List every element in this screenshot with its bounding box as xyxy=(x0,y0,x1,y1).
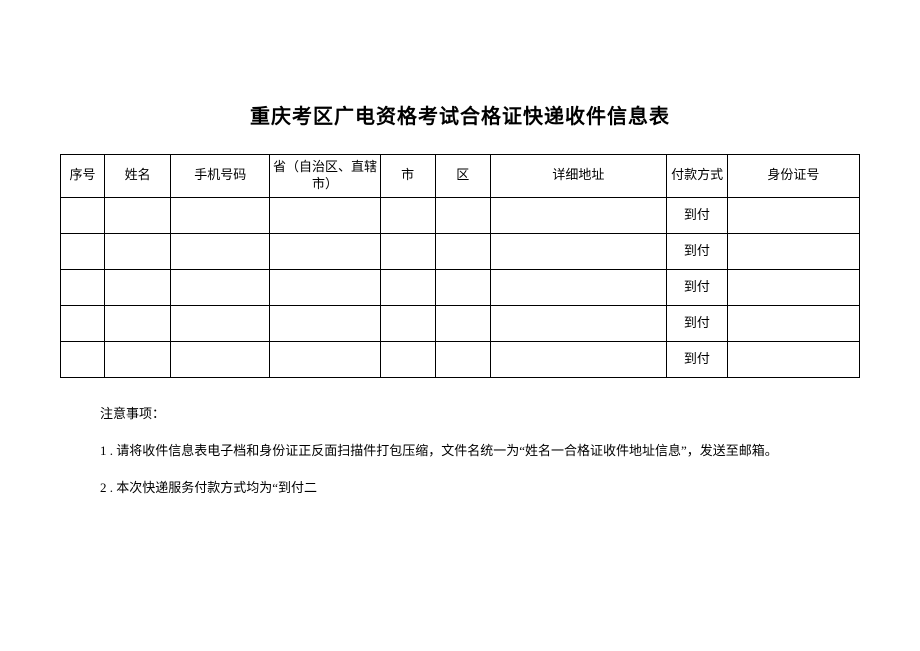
cell-pay: 到付 xyxy=(667,269,728,305)
notes-section: 注意事项： 1 . 请将收件信息表电子档和身份证正反面扫描件打包压缩，文件名统一… xyxy=(100,398,860,504)
cell-pay: 到付 xyxy=(667,197,728,233)
cell-name xyxy=(105,305,171,341)
cell-id xyxy=(727,341,859,377)
cell-pay: 到付 xyxy=(667,233,728,269)
col-header-dist: 区 xyxy=(435,155,490,198)
cell-id xyxy=(727,305,859,341)
table-header-row: 序号 姓名 手机号码 省（自治区、直辖市） 市 区 详细地址 付款方式 身份证号 xyxy=(61,155,860,198)
cell-dist xyxy=(435,341,490,377)
table-row: 到付 xyxy=(61,269,860,305)
cell-pay: 到付 xyxy=(667,341,728,377)
cell-dist xyxy=(435,305,490,341)
cell-name xyxy=(105,233,171,269)
cell-name xyxy=(105,197,171,233)
cell-dist xyxy=(435,233,490,269)
cell-id xyxy=(727,233,859,269)
cell-city xyxy=(380,269,435,305)
col-header-id: 身份证号 xyxy=(727,155,859,198)
col-header-prov: 省（自治区、直辖市） xyxy=(270,155,380,198)
info-table: 序号 姓名 手机号码 省（自治区、直辖市） 市 区 详细地址 付款方式 身份证号 xyxy=(60,154,860,378)
cell-city xyxy=(380,233,435,269)
table-row: 到付 xyxy=(61,305,860,341)
cell-seq xyxy=(61,341,105,377)
cell-addr xyxy=(490,233,666,269)
document-page: 重庆考区广电资格考试合格证快递收件信息表 序号 姓名 手机号码 省（自治区、直辖… xyxy=(0,0,920,549)
col-header-seq: 序号 xyxy=(61,155,105,198)
table-row: 到付 xyxy=(61,233,860,269)
cell-phone xyxy=(171,305,270,341)
col-header-pay: 付款方式 xyxy=(667,155,728,198)
cell-city xyxy=(380,197,435,233)
cell-name xyxy=(105,269,171,305)
cell-addr xyxy=(490,197,666,233)
cell-id xyxy=(727,197,859,233)
cell-seq xyxy=(61,305,105,341)
cell-city xyxy=(380,341,435,377)
col-header-name: 姓名 xyxy=(105,155,171,198)
table-row: 到付 xyxy=(61,197,860,233)
cell-dist xyxy=(435,269,490,305)
cell-city xyxy=(380,305,435,341)
cell-prov xyxy=(270,269,380,305)
cell-addr xyxy=(490,341,666,377)
cell-prov xyxy=(270,197,380,233)
cell-addr xyxy=(490,305,666,341)
cell-dist xyxy=(435,197,490,233)
cell-prov xyxy=(270,233,380,269)
table-row: 到付 xyxy=(61,341,860,377)
col-header-addr: 详细地址 xyxy=(490,155,666,198)
note-item-2: 2 . 本次快递服务付款方式均为“到付二 xyxy=(100,472,860,503)
cell-prov xyxy=(270,305,380,341)
page-title: 重庆考区广电资格考试合格证快递收件信息表 xyxy=(60,100,860,129)
table-body: 到付 到付 到付 xyxy=(61,197,860,377)
cell-phone xyxy=(171,341,270,377)
cell-id xyxy=(727,269,859,305)
note-item-1: 1 . 请将收件信息表电子档和身份证正反面扫描件打包压缩，文件名统一为“姓名一合… xyxy=(100,435,860,466)
cell-seq xyxy=(61,197,105,233)
notes-heading: 注意事项： xyxy=(100,398,860,429)
cell-name xyxy=(105,341,171,377)
cell-seq xyxy=(61,269,105,305)
cell-pay: 到付 xyxy=(667,305,728,341)
cell-seq xyxy=(61,233,105,269)
cell-phone xyxy=(171,233,270,269)
col-header-city: 市 xyxy=(380,155,435,198)
cell-phone xyxy=(171,269,270,305)
col-header-phone: 手机号码 xyxy=(171,155,270,198)
cell-phone xyxy=(171,197,270,233)
cell-prov xyxy=(270,341,380,377)
cell-addr xyxy=(490,269,666,305)
